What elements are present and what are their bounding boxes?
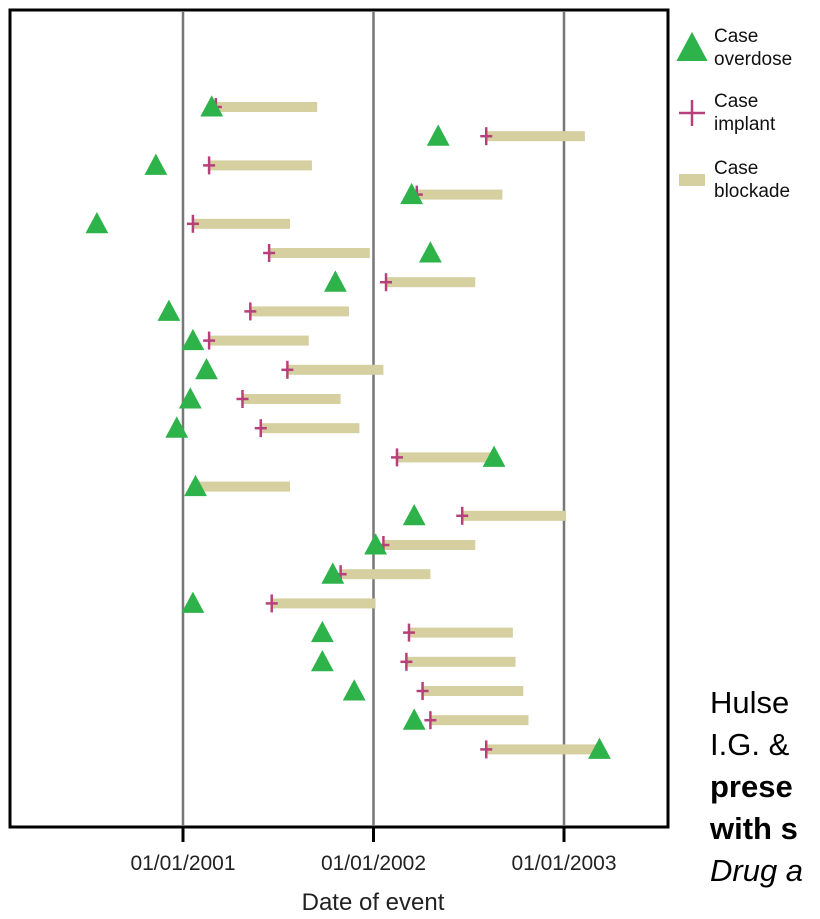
citation-line-3: prese xyxy=(710,769,793,804)
legend-label-3-line-1: Case xyxy=(714,158,758,179)
x-tick-label-1: 01/01/2002 xyxy=(321,852,426,875)
overdose-marker-19 xyxy=(310,620,334,643)
blockade-bar-9 xyxy=(209,335,309,346)
citation-line-4: with s xyxy=(710,811,798,846)
overdose-marker-1 xyxy=(200,95,224,117)
overdose-marker-2 xyxy=(426,124,450,146)
blockade-bar-5 xyxy=(192,218,290,229)
blockade-bar-14 xyxy=(195,481,290,492)
overdose-marker-6 xyxy=(418,241,442,263)
overdose-marker-5 xyxy=(85,212,109,234)
overdose-marker-11 xyxy=(178,387,202,409)
overdose-marker-13 xyxy=(482,445,506,467)
legend-label-3-line-2: blockade xyxy=(714,181,790,202)
blockade-bar-7 xyxy=(386,277,476,288)
blockade-bar-10 xyxy=(287,364,384,375)
legend-label-1-line-2: overdose xyxy=(714,49,792,70)
overdose-marker-7 xyxy=(324,270,347,292)
overdose-marker-21 xyxy=(342,679,366,701)
overdose-marker-9 xyxy=(181,328,205,351)
overdose-marker-17 xyxy=(321,562,345,584)
blockade-bar-4 xyxy=(416,189,503,200)
overdose-marker-10 xyxy=(195,358,218,380)
blockade-bar-19 xyxy=(408,627,513,638)
citation-line-1: Hulse xyxy=(710,685,790,720)
gridlines xyxy=(181,11,566,826)
overdose-marker-14 xyxy=(184,474,207,497)
blockade-bar-8 xyxy=(250,306,349,317)
data-marks xyxy=(85,95,611,759)
legend-label-1-line-1: Case xyxy=(714,26,758,47)
overdose-marker-22 xyxy=(402,708,426,730)
blockade-bar-12 xyxy=(260,423,360,434)
blockade-bar-3 xyxy=(209,160,312,171)
legend-label-2-line-1: Case xyxy=(714,91,758,112)
blockade-bar-6 xyxy=(269,248,370,258)
blockade-bar-11 xyxy=(242,394,341,404)
citation-text: Hulse I.G. & prese with s Drug a xyxy=(710,682,820,892)
blockade-bar-22 xyxy=(430,715,529,726)
blockade-bar-17 xyxy=(340,569,431,580)
legend-label-2-line-2: implant xyxy=(714,114,776,135)
overdose-marker-12 xyxy=(165,416,189,438)
citation-line-2: I.G. & xyxy=(710,727,790,762)
overdose-marker-20 xyxy=(310,650,334,672)
legend-overdose-icon xyxy=(676,31,708,61)
overdose-marker-18 xyxy=(181,591,205,613)
legend-blockade-icon xyxy=(679,174,705,186)
overdose-marker-15 xyxy=(402,504,426,526)
blockade-bar-21 xyxy=(422,686,524,696)
blockade-bar-16 xyxy=(383,540,476,550)
x-tick-label-2: 01/01/2003 xyxy=(511,852,616,875)
blockade-bar-13 xyxy=(396,452,492,463)
plot-frame xyxy=(8,8,670,829)
blockade-bar-23 xyxy=(486,744,597,755)
blockade-bar-1 xyxy=(215,102,318,112)
x-ticks: 01/01/2001 01/01/2002 01/01/2003 xyxy=(130,827,617,875)
blockade-bar-2 xyxy=(486,131,585,142)
blockade-bar-15 xyxy=(462,510,567,521)
x-tick-label-0: 01/01/2001 xyxy=(130,852,235,875)
blockade-bar-20 xyxy=(406,656,516,667)
overdose-marker-16 xyxy=(364,533,387,555)
overdose-marker-23 xyxy=(588,737,611,759)
overdose-marker-8 xyxy=(157,299,181,321)
x-axis-title: Date of event xyxy=(302,889,445,916)
overdose-marker-4 xyxy=(400,182,423,205)
overdose-marker-3 xyxy=(144,153,168,175)
citation-line-5: Drug a xyxy=(710,853,804,888)
blockade-bar-18 xyxy=(271,598,376,609)
